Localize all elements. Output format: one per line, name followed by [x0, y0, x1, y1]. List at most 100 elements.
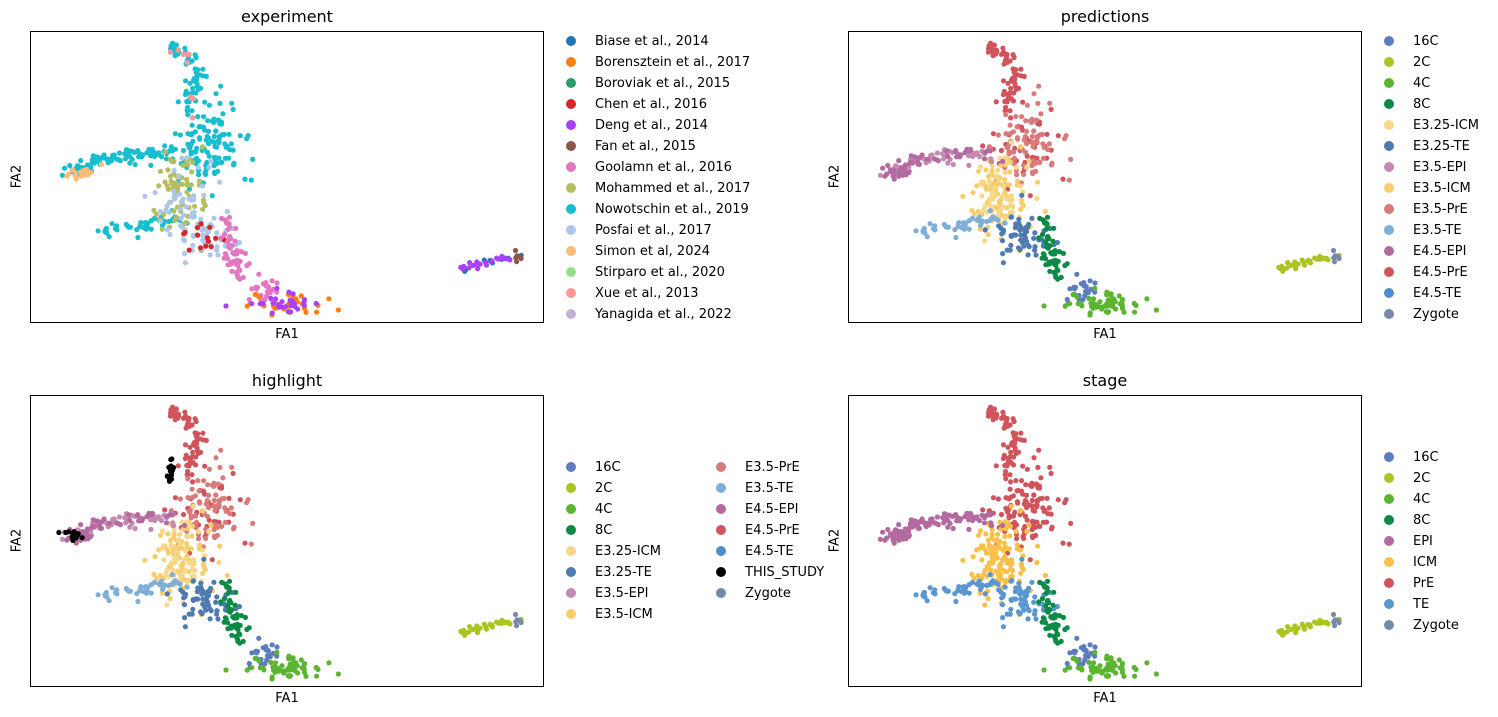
- x-axis-label: FA1: [275, 327, 299, 342]
- scatter-point: [1007, 533, 1013, 539]
- scatter-point: [214, 230, 220, 236]
- scatter-point: [1068, 520, 1074, 526]
- scatter-point: [226, 131, 232, 137]
- legend-marker: [716, 567, 726, 577]
- scatter-point: [204, 513, 211, 519]
- scatter-point: [194, 445, 200, 451]
- scatter-point: [185, 162, 191, 168]
- legend-item: 8C: [1384, 511, 1430, 529]
- scatter-point: [1067, 650, 1073, 656]
- scatter-point: [162, 507, 168, 513]
- scatter-point: [1006, 513, 1012, 519]
- legend-item: ICM: [1384, 553, 1437, 571]
- scatter-point: [95, 592, 101, 598]
- scatter-point: [1008, 566, 1014, 572]
- scatter-point: [116, 150, 122, 156]
- scatter-point: [985, 173, 992, 179]
- scatter-point: [924, 598, 930, 604]
- y-axis-label: FA2: [827, 528, 843, 553]
- scatter-point: [921, 226, 927, 232]
- scatter-point: [1284, 629, 1290, 635]
- scatter-point: [246, 660, 252, 667]
- scatter-point: [950, 525, 956, 532]
- scatter-point: [1064, 296, 1070, 303]
- scatter-point: [989, 579, 995, 585]
- scatter-point: [203, 535, 209, 541]
- scatter-point: [941, 156, 947, 162]
- scatter-point: [126, 148, 132, 154]
- scatter-point: [975, 582, 981, 588]
- legend-marker: [566, 483, 576, 493]
- legend-label: 4C: [595, 501, 613, 517]
- scatter-point: [207, 224, 213, 230]
- scatter-point: [232, 238, 238, 244]
- legend-item: 2C: [566, 479, 612, 497]
- scatter-point: [216, 559, 222, 566]
- legend-marker: [566, 120, 576, 130]
- scatter-point: [252, 655, 258, 662]
- scatter-point: [159, 590, 165, 596]
- scatter-point: [177, 496, 183, 502]
- legend-label: E3.25-ICM: [595, 543, 661, 559]
- scatter-point: [204, 149, 211, 155]
- scatter-point: [192, 462, 199, 468]
- scatter-point: [922, 594, 928, 600]
- scatter-point: [1045, 606, 1051, 612]
- scatter-point: [250, 156, 256, 162]
- scatter-point: [992, 191, 998, 197]
- scatter-point: [183, 452, 189, 458]
- scatter-point: [1014, 178, 1021, 184]
- scatter-point: [221, 131, 227, 137]
- scatter-point: [103, 590, 109, 596]
- scatter-point: [1023, 128, 1030, 134]
- scatter-point: [1011, 90, 1017, 96]
- scatter-point: [167, 595, 173, 602]
- scatter-point: [288, 309, 294, 315]
- scatter-point: [1029, 483, 1035, 489]
- scatter-point: [1014, 542, 1021, 548]
- scatter-point: [1022, 498, 1028, 504]
- legend-marker: [566, 36, 576, 46]
- scatter-point: [1001, 184, 1007, 190]
- scatter-point: [171, 180, 178, 186]
- scatter-point: [1009, 77, 1015, 83]
- scatter-point: [1153, 671, 1159, 677]
- scatter-point: [880, 165, 886, 171]
- scatter-point: [272, 296, 279, 302]
- scatter-point: [1041, 144, 1047, 150]
- scatter-point: [976, 168, 982, 174]
- scatter-point: [198, 221, 204, 227]
- legend-marker: [566, 99, 576, 109]
- legend-marker: [1384, 473, 1394, 483]
- scatter-point: [983, 167, 989, 173]
- scatter-point: [1087, 642, 1093, 648]
- scatter-point: [168, 543, 175, 549]
- scatter-point: [91, 153, 97, 159]
- scatter-point: [134, 591, 140, 597]
- scatter-point: [1052, 612, 1058, 618]
- scatter-point: [190, 566, 196, 572]
- scatter-point: [909, 524, 916, 530]
- scatter-point: [1031, 599, 1037, 605]
- scatter-point: [104, 230, 110, 236]
- panel-title: highlight: [251, 371, 323, 390]
- scatter-point: [987, 208, 993, 214]
- scatter-point: [1000, 624, 1006, 630]
- scatter-point: [192, 52, 198, 58]
- scatter-point: [326, 296, 332, 302]
- scatter-point: [206, 528, 212, 534]
- scatter-point: [301, 663, 307, 670]
- legend-item: E3.5-EPI: [1384, 158, 1466, 176]
- scatter-point: [274, 644, 280, 650]
- scatter-point: [1037, 159, 1043, 165]
- scatter-point: [167, 231, 173, 238]
- legend-label: Simon et al, 2024: [595, 243, 711, 259]
- scatter-point: [238, 613, 245, 619]
- scatter-point: [213, 455, 219, 461]
- y-axis-label: FA2: [827, 164, 843, 189]
- legend-item: E3.5-PrE: [1384, 200, 1468, 218]
- legend-marker: [566, 609, 576, 619]
- scatter-point: [256, 271, 262, 277]
- scatter-point: [1003, 131, 1009, 137]
- scatter-point: [1063, 133, 1069, 139]
